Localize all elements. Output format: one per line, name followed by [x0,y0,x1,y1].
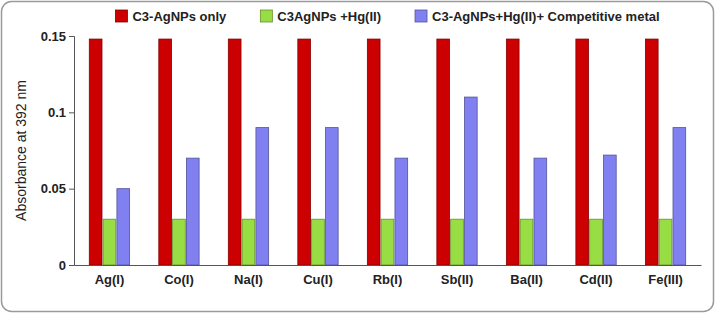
x-tick: Cd(II) [579,272,612,287]
y-tick-mark [69,112,74,113]
bar [645,39,658,265]
bar [89,39,102,265]
bar [103,219,116,265]
bar [659,219,672,265]
legend-label: C3AgNPs +Hg(II) [277,9,381,24]
y-tick-label: 0.1 [48,105,66,120]
y-tick: 0.15 [41,29,74,44]
bar [464,97,477,265]
bars [89,39,685,265]
legend-swatch [260,10,272,22]
y-tick: 0 [59,258,74,273]
x-axis-line [75,265,702,266]
plot: 0 0.05 0.1 0.15 Ag(I) Co(I) Na(I) Cu(I) Rb(I) Sb(… [41,29,702,288]
legend-label: C3-AgNPs+Hg(II)+ Competitive metal [432,9,660,24]
x-tick-label: Na(I) [234,272,263,287]
x-tick-label: Rb(I) [373,272,403,287]
bar [367,39,380,265]
y-tick-label: 0 [59,258,66,273]
bar [673,128,686,265]
legend-item: C3-AgNPs only [115,9,227,24]
y-tick-label: 0.05 [41,181,66,196]
x-tick-label: Sb(II) [441,272,474,287]
bar [256,128,269,265]
bar [325,128,338,265]
bar [603,155,616,265]
x-tick: Ba(II) [510,272,543,287]
y-tick-label: 0.15 [41,29,66,44]
bar [186,158,199,265]
x-tick: Rb(I) [373,272,403,287]
bar [590,219,603,265]
x-tick-label: Cu(I) [303,272,333,287]
bar [451,219,464,265]
bar [173,219,186,265]
x-tick: Cu(I) [303,272,333,287]
bar [520,219,533,265]
y-axis: 0 0.05 0.1 0.15 [41,29,75,273]
x-tick-label: Ag(I) [95,272,125,287]
y-axis-title: Absorbance at 392 nm [13,80,29,221]
bar [437,39,450,265]
y-tick-mark [69,189,74,190]
bar [117,189,130,265]
bar [506,39,519,265]
bar [159,39,172,265]
x-tick-label: Fe(III) [648,272,683,287]
bar [381,219,394,265]
x-tick: Na(I) [234,272,263,287]
y-axis-line [69,37,75,266]
bar [576,39,589,265]
x-tick: Co(I) [164,272,194,287]
legend-item: C3AgNPs +Hg(II) [260,9,381,24]
x-tick-label: Ba(II) [510,272,543,287]
bar-series [117,97,686,265]
bar [395,158,408,265]
legend: C3-AgNPs only C3AgNPs +Hg(II) C3-AgNPs+Hg(… [115,9,659,24]
legend-item: C3-AgNPs+Hg(II)+ Competitive metal [415,9,660,24]
bar-series [89,39,658,265]
y-tick: 0.1 [48,105,74,120]
chart: 0 0.05 0.1 0.15 Ag(I) Co(I) Na(I) Cu(I) Rb(I) Sb(… [0,0,715,313]
x-tick: Fe(III) [648,272,683,287]
bar [298,39,311,265]
x-tick: Ag(I) [95,272,125,287]
y-tick-mark [69,265,74,266]
y-tick-mark [69,36,74,37]
y-tick: 0.05 [41,181,74,196]
legend-swatch [415,10,427,22]
bar [312,219,325,265]
legend-swatch [115,10,127,22]
legend-label: C3-AgNPs only [132,9,227,24]
bar [534,158,547,265]
bar [242,219,255,265]
x-axis: Ag(I) Co(I) Na(I) Cu(I) Rb(I) Sb(II) Ba(II) Cd(… [75,266,702,288]
chart-border [2,2,714,312]
x-tick-label: Co(I) [164,272,194,287]
bar [228,39,241,265]
x-tick-label: Cd(II) [579,272,612,287]
x-tick: Sb(II) [441,272,474,287]
